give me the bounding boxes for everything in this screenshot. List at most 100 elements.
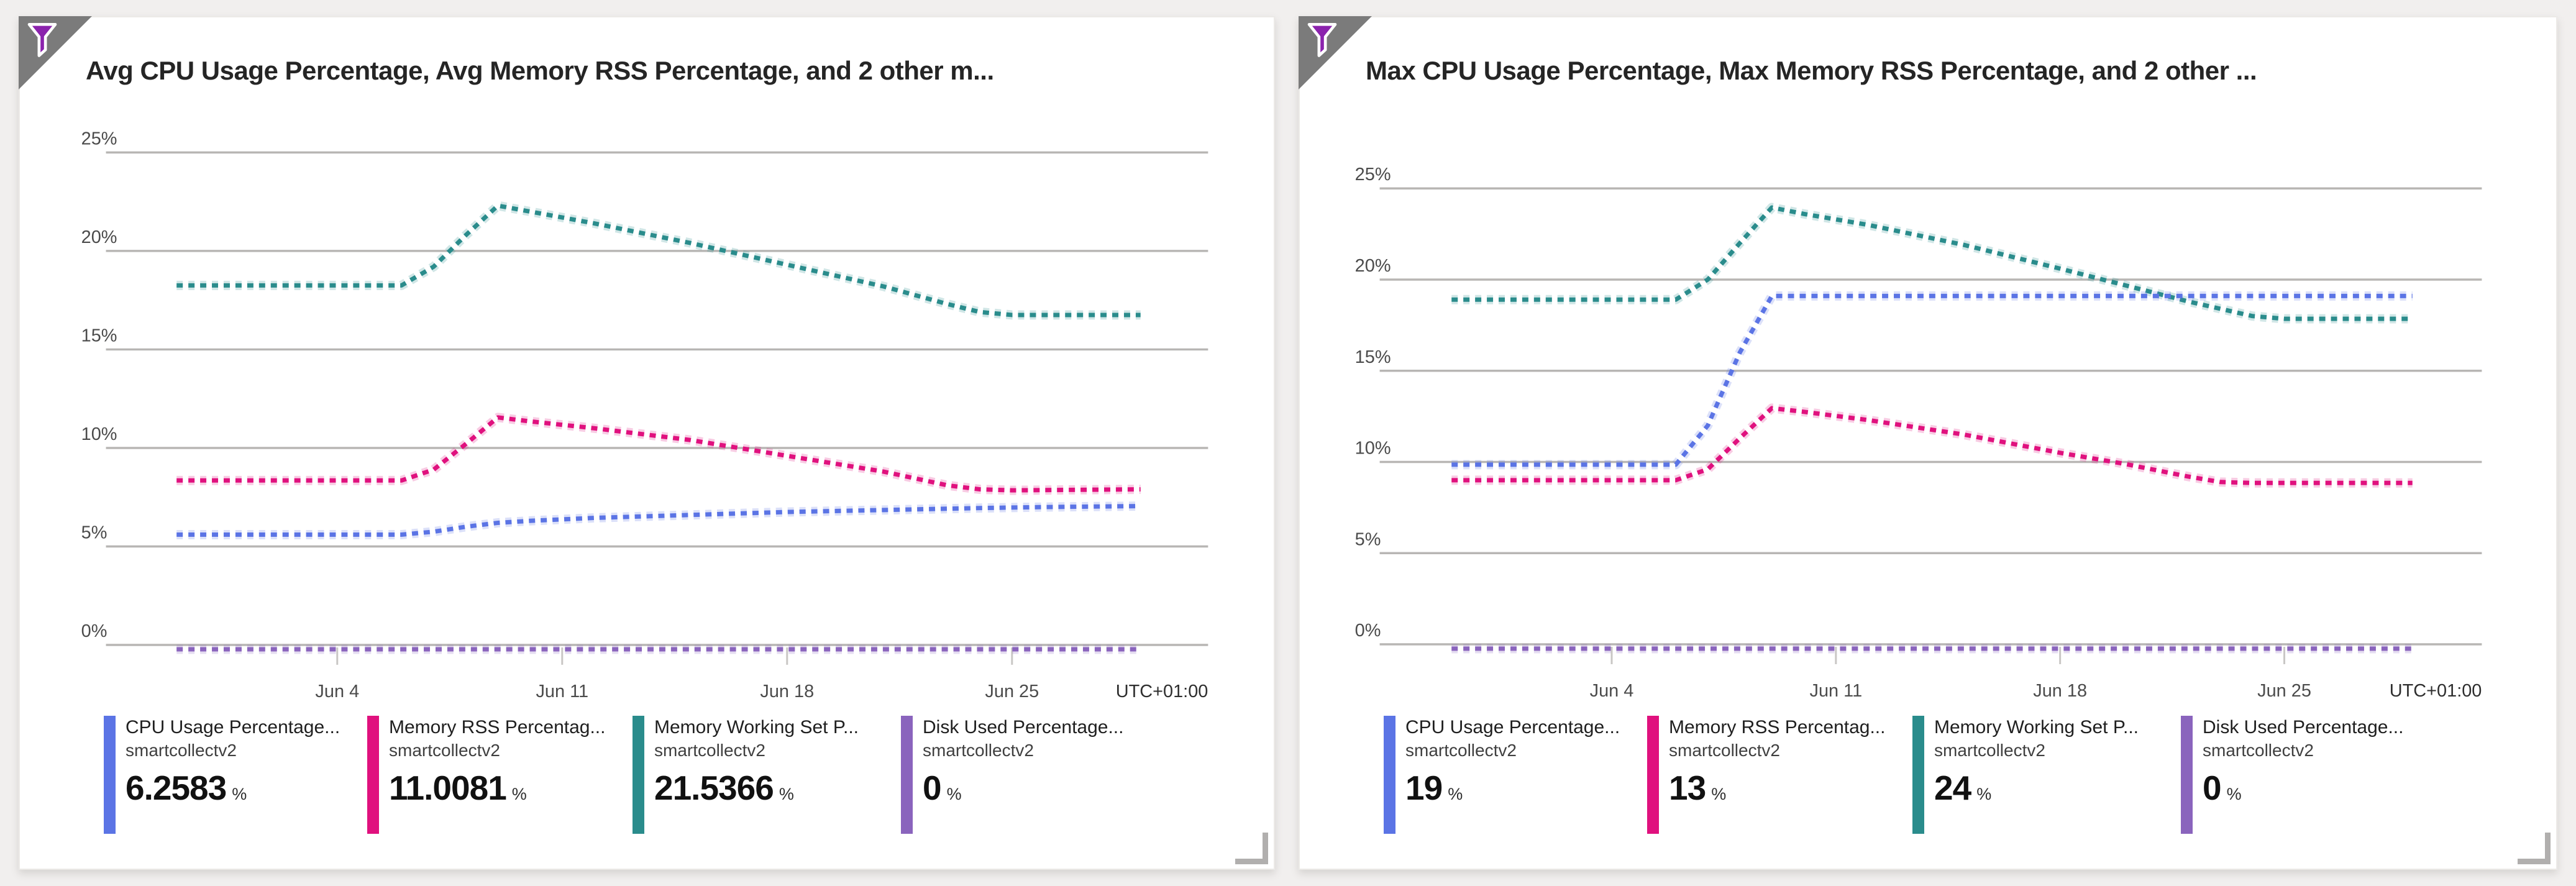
x-axis: Jun 4 Jun 11 Jun 18 Jun 25 UTC+01:00: [315, 647, 1208, 701]
series-line[interactable]: [176, 501, 1141, 539]
series-line[interactable]: [1451, 203, 2413, 324]
y-tick-label: 0%: [1355, 621, 1381, 641]
legend-color-bar: [1647, 716, 1659, 834]
legend-value-row: 0 %: [923, 768, 1123, 808]
y-tick-label: 25%: [1355, 165, 1391, 185]
legend-unit: %: [511, 785, 527, 803]
series-line[interactable]: [1451, 403, 2413, 488]
y-tick-label: 10%: [1355, 439, 1391, 459]
legend-value: 6.2583: [126, 769, 227, 807]
legend-resource-name: smartcollectv2: [2203, 741, 2314, 760]
legend-metric-name: Memory Working Set P...: [654, 717, 859, 738]
legend-value-row: 6.2583 %: [126, 768, 340, 808]
legend-color-bar: [1912, 716, 1924, 834]
filter-corner[interactable]: [19, 16, 93, 91]
legend: CPU Usage Percentage... smartcollectv2 1…: [1300, 716, 2556, 846]
legend-value: 11.0081: [389, 769, 507, 807]
y-axis: 0% 5% 10% 15% 20% 25%: [1355, 165, 2482, 646]
legend-color-bar: [633, 716, 644, 834]
legend-color-bar: [104, 716, 116, 834]
legend-value-row: 11.0081 %: [389, 768, 605, 808]
y-tick-label: 10%: [81, 424, 117, 444]
legend-resource-name: smartcollectv2: [654, 741, 765, 760]
legend-resource-name: smartcollectv2: [126, 741, 237, 760]
timezone-label: UTC+01:00: [1116, 682, 1208, 701]
legend-value-row: 21.5366 %: [654, 768, 859, 808]
legend-item[interactable]: Memory RSS Percentag... smartcollectv2 1…: [367, 716, 628, 834]
legend-item[interactable]: Disk Used Percentage... smartcollectv2 0…: [2181, 716, 2442, 834]
series-line[interactable]: [176, 413, 1141, 495]
legend-value-row: 0 %: [2203, 768, 2403, 808]
legend-color-bar: [2181, 716, 2193, 834]
legend-resource-name: smartcollectv2: [1934, 741, 2045, 760]
funnel-icon: [1307, 23, 1337, 57]
y-tick-label: 25%: [81, 129, 117, 148]
legend-unit: %: [1976, 785, 1992, 803]
legend-resource-name: smartcollectv2: [389, 741, 500, 760]
metric-tile-avg[interactable]: Avg CPU Usage Percentage, Avg Memory RSS…: [19, 16, 1275, 870]
legend-metric-name: Disk Used Percentage...: [2203, 717, 2404, 738]
x-tick-label: Jun 11: [536, 682, 588, 701]
legend: CPU Usage Percentage... smartcollectv2 6…: [20, 716, 1274, 846]
x-tick-label: Jun 4: [1590, 681, 1634, 701]
metrics-chart[interactable]: 0% 5% 10% 15% 20% 25% Jun 4 Jun 11 Jun 18 Jun 25 U…: [20, 17, 1274, 869]
legend-value-row: 19 %: [1405, 768, 1620, 808]
x-tick-label: Jun 11: [1810, 681, 1863, 701]
legend-value: 21.5366: [654, 769, 774, 807]
x-tick-label: Jun 18: [2033, 681, 2087, 701]
legend-value: 19: [1405, 769, 1443, 807]
legend-color-bar: [901, 716, 913, 834]
legend-value: 0: [923, 769, 942, 807]
legend-metric-name: CPU Usage Percentage...: [126, 717, 340, 738]
metric-tile-max[interactable]: Max CPU Usage Percentage, Max Memory RSS…: [1299, 16, 2557, 870]
y-tick-label: 5%: [1355, 529, 1381, 549]
legend-unit: %: [2226, 785, 2242, 803]
legend-unit: %: [1711, 785, 1727, 803]
filter-corner[interactable]: [1299, 16, 1373, 91]
legend-value: 13: [1669, 769, 1706, 807]
legend-item[interactable]: Memory RSS Percentag... smartcollectv2 1…: [1647, 716, 1908, 834]
legend-resource-name: smartcollectv2: [923, 741, 1034, 760]
legend-value-row: 13 %: [1669, 768, 1885, 808]
x-tick-label: Jun 25: [985, 682, 1039, 701]
resize-handle[interactable]: [1235, 833, 1268, 864]
legend-unit: %: [1448, 785, 1463, 803]
legend-color-bar: [1384, 716, 1395, 834]
y-tick-label: 0%: [81, 621, 107, 641]
x-tick-label: Jun 4: [315, 682, 359, 701]
y-tick-label: 20%: [81, 227, 117, 247]
legend-metric-name: Memory Working Set P...: [1934, 717, 2139, 738]
funnel-icon: [27, 23, 57, 57]
legend-value-row: 24 %: [1934, 768, 2139, 808]
legend-metric-name: Memory RSS Percentag...: [1669, 717, 1886, 738]
x-axis: Jun 4 Jun 11 Jun 18 Jun 25 UTC+01:00: [1590, 647, 2482, 701]
legend-item[interactable]: CPU Usage Percentage... smartcollectv2 1…: [1384, 716, 1645, 834]
x-tick-label: Jun 25: [2257, 681, 2311, 701]
y-tick-label: 15%: [1355, 347, 1391, 367]
resize-handle[interactable]: [2518, 833, 2551, 864]
y-axis: 0% 5% 10% 15% 20% 25%: [81, 129, 1208, 646]
legend-unit: %: [946, 785, 962, 803]
legend-item[interactable]: CPU Usage Percentage... smartcollectv2 6…: [104, 716, 365, 834]
legend-value: 0: [2203, 769, 2222, 807]
legend-color-bar: [367, 716, 379, 834]
legend-metric-name: CPU Usage Percentage...: [1405, 717, 1620, 738]
legend-resource-name: smartcollectv2: [1669, 741, 1780, 760]
y-tick-label: 15%: [81, 326, 117, 345]
legend-item[interactable]: Memory Working Set P... smartcollectv2 2…: [1912, 716, 2173, 834]
x-tick-label: Jun 18: [760, 682, 814, 701]
legend-item[interactable]: Memory Working Set P... smartcollectv2 2…: [633, 716, 893, 834]
legend-value: 24: [1934, 769, 1971, 807]
legend-item[interactable]: Disk Used Percentage... smartcollectv2 0…: [901, 716, 1162, 834]
y-tick-label: 5%: [81, 523, 107, 543]
legend-unit: %: [779, 785, 794, 803]
legend-unit: %: [232, 785, 247, 803]
series-line[interactable]: [1451, 291, 2413, 470]
legend-resource-name: smartcollectv2: [1405, 741, 1517, 760]
metrics-chart[interactable]: 0% 5% 10% 15% 20% 25% Jun 4 Jun 11 Jun 18 Jun 25 U…: [1300, 17, 2556, 869]
y-tick-label: 20%: [1355, 256, 1391, 276]
legend-metric-name: Disk Used Percentage...: [923, 717, 1124, 738]
series-line[interactable]: [176, 201, 1141, 320]
legend-metric-name: Memory RSS Percentag...: [389, 717, 606, 738]
